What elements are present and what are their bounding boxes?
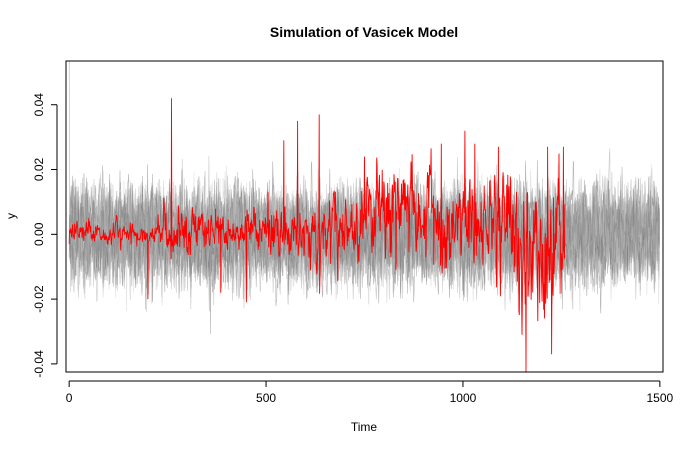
y-tick-label: -0.04 xyxy=(32,350,46,378)
x-axis: 0 500 1000 1500 xyxy=(66,380,674,405)
simulated-path-line xyxy=(68,174,660,312)
observed-path-line xyxy=(68,98,566,372)
y-tick-label: -0.02 xyxy=(32,285,46,313)
x-tick-label: 1500 xyxy=(646,391,673,405)
y-tick-label: 0.02 xyxy=(32,157,46,181)
y-axis-label: y xyxy=(4,213,18,219)
plot-frame xyxy=(65,60,664,373)
plot-area xyxy=(68,61,660,372)
x-tick-label: 500 xyxy=(256,391,276,405)
chart-title: Simulation of Vasicek Model xyxy=(270,24,458,40)
x-tick-label: 0 xyxy=(66,391,73,405)
y-tick-label: 0.04 xyxy=(32,93,46,117)
y-tick-label: 0.00 xyxy=(32,222,46,246)
x-axis-label: Time xyxy=(351,420,378,434)
x-tick-label: 1000 xyxy=(450,391,477,405)
y-axis: -0.04 -0.02 0.00 0.02 0.04 xyxy=(32,93,58,378)
